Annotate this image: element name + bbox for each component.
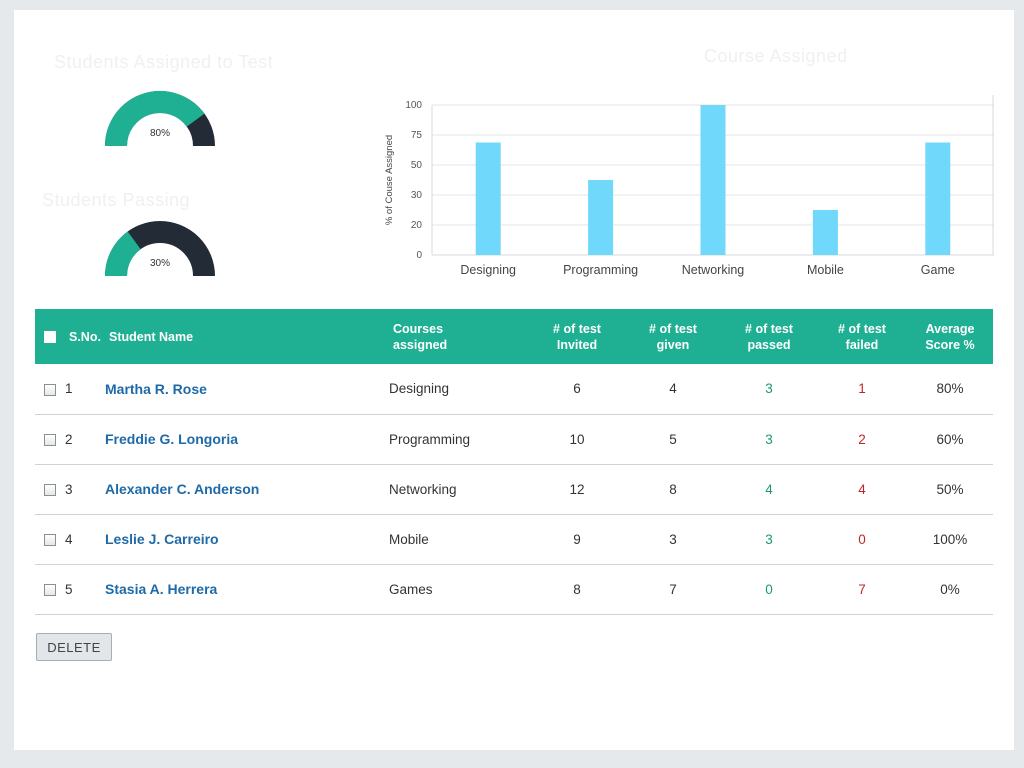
gauge-title-passing: Students Passing — [42, 190, 191, 210]
row-average: 0% — [940, 581, 960, 597]
row-course: Networking — [389, 481, 457, 497]
student-name-link[interactable]: Freddie G. Longoria — [105, 431, 239, 447]
chart-header: Course Assigned — [704, 46, 848, 66]
student-name-link[interactable]: Stasia A. Herrera — [105, 581, 218, 597]
row-invited: 9 — [573, 531, 581, 547]
row-given: 8 — [669, 481, 677, 497]
gauge-assigned: 80% — [105, 90, 215, 146]
row-select-cell — [35, 464, 65, 514]
chart-x-tick-label: Mobile — [807, 263, 844, 277]
row-course: Games — [389, 581, 433, 597]
chart-x-tick-label: Networking — [682, 263, 745, 277]
chart-y-tick-label: 20 — [411, 220, 423, 231]
row-invited: 12 — [569, 481, 585, 497]
header-courses: Courses assigned — [393, 321, 448, 352]
row-invited: 8 — [573, 581, 581, 597]
chart-y-axis-label: % of Couse Assigned — [384, 135, 395, 225]
student-name-link[interactable]: Leslie J. Carreiro — [105, 531, 219, 547]
row-checkbox[interactable] — [44, 583, 56, 596]
gauge-passing: 30% — [105, 220, 215, 276]
header-student-name: Student Name — [109, 329, 194, 344]
row-sno: 1 — [65, 381, 73, 397]
header-average: Average Score % — [925, 321, 975, 352]
row-sno: 3 — [65, 481, 73, 497]
chart-x-tick-label: Designing — [460, 263, 516, 277]
chart-bar — [475, 142, 501, 255]
row-passed: 3 — [765, 431, 773, 447]
row-invited: 6 — [573, 381, 581, 397]
header-invited: # of test Invited — [553, 321, 601, 352]
row-average: 100% — [932, 531, 968, 547]
delete-button[interactable]: DELETE — [36, 633, 112, 661]
row-given: 5 — [669, 431, 677, 447]
row-passed: 4 — [765, 481, 773, 497]
table-row: 1 Martha R. Rose Designing 6 4 3 1 80% — [35, 364, 993, 414]
chart-bar — [925, 142, 951, 255]
row-sno: 5 — [65, 581, 73, 597]
dashboard-card: Students Assigned to Test 80% Students P… — [14, 10, 1014, 750]
gauge-assigned-fill — [105, 91, 205, 146]
row-select-cell — [35, 414, 65, 464]
course-bar-chart: 0 20 30 50 75 100 % of Couse Assigned Designing… — [364, 80, 994, 280]
table-row: 3 Alexander C. Anderson Networking 12 8 … — [35, 464, 993, 514]
chart-y-tick-label: 50 — [411, 160, 423, 171]
row-passed: 3 — [765, 531, 773, 547]
row-failed: 7 — [858, 581, 866, 597]
gauge-assigned-svg — [105, 91, 215, 146]
chart-y-tick-label: 0 — [416, 250, 422, 261]
gauge-passing-svg — [105, 221, 215, 276]
row-failed: 0 — [858, 531, 866, 547]
row-invited: 10 — [569, 431, 585, 447]
select-all-cell — [35, 309, 65, 364]
row-failed: 2 — [858, 431, 866, 447]
row-given: 3 — [669, 531, 677, 547]
select-all-checkbox[interactable] — [44, 331, 56, 344]
row-average: 50% — [936, 481, 964, 497]
row-course: Mobile — [389, 531, 429, 547]
gauge-passing-percent: 30% — [149, 258, 170, 269]
row-select-cell — [35, 564, 65, 614]
chart-x-tick-label: Game — [921, 263, 955, 277]
header-sno: S.No. — [69, 329, 101, 344]
row-passed: 3 — [765, 381, 773, 397]
gauge-title-assigned: Students Assigned to Test — [54, 52, 274, 72]
chart-bar — [700, 105, 726, 255]
chart-y-tick-label: 30 — [411, 190, 423, 201]
header-given: # of test given — [649, 321, 697, 352]
row-select-cell — [35, 514, 65, 564]
row-course: Programming — [389, 431, 471, 447]
header-passed: # of test passed — [745, 321, 793, 352]
row-average: 80% — [936, 381, 964, 397]
row-given: 4 — [669, 381, 677, 397]
row-sno: 2 — [65, 431, 73, 447]
table-row: 5 Stasia A. Herrera Games 8 7 0 7 0% — [35, 564, 993, 614]
row-checkbox[interactable] — [44, 533, 56, 546]
row-sno: 4 — [65, 531, 73, 547]
student-name-link[interactable]: Martha R. Rose — [105, 380, 207, 397]
row-checkbox[interactable] — [44, 433, 56, 446]
student-name-link[interactable]: Alexander C. Anderson — [105, 481, 260, 497]
chart-x-tick-label: Programming — [563, 263, 638, 277]
gauge-assigned-percent: 80% — [149, 128, 170, 139]
table-row: 2 Freddie G. Longoria Programming 10 5 3… — [35, 414, 993, 464]
course-bar-chart-svg: 0 20 30 50 75 100 % of Couse Assigned Designing… — [384, 95, 994, 277]
chart-y-tick-label: 100 — [405, 100, 422, 111]
row-failed: 1 — [858, 381, 866, 397]
chart-bar — [812, 210, 838, 255]
row-passed: 0 — [765, 581, 773, 597]
gauge-passing-fill — [105, 231, 142, 276]
table-header-row: S.No. Student Name Courses assigned # of … — [35, 309, 993, 364]
header-failed: # of test failed — [838, 321, 886, 352]
chart-bar — [588, 180, 614, 255]
row-select-cell — [35, 364, 65, 414]
row-course: Designing — [389, 381, 450, 397]
table-row: 4 Leslie J. Carreiro Mobile 9 3 3 0 100% — [35, 514, 993, 564]
row-failed: 4 — [858, 481, 866, 497]
row-checkbox[interactable] — [44, 383, 56, 396]
row-checkbox[interactable] — [44, 483, 56, 496]
row-average: 60% — [936, 431, 964, 447]
chart-y-tick-label: 75 — [411, 130, 423, 141]
row-given: 7 — [669, 581, 677, 597]
students-table: S.No. Student Name Courses assigned # of … — [35, 309, 993, 615]
